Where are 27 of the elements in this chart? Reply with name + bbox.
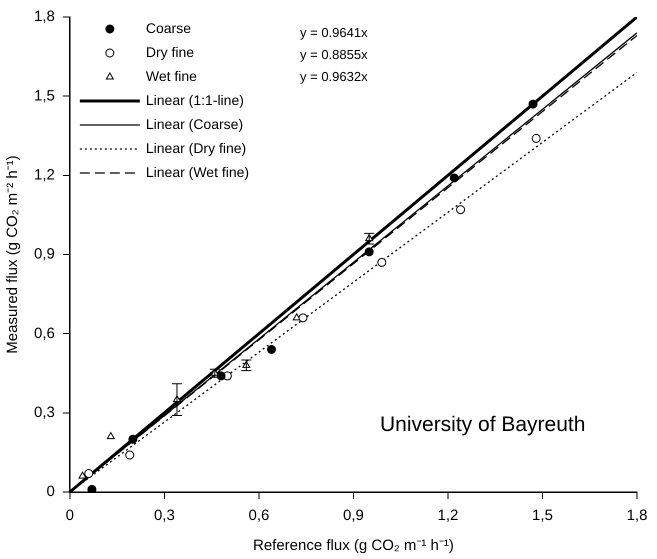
x-tick-label: 1,5 — [532, 507, 553, 524]
legend-label: Dry fine — [146, 44, 194, 60]
y-tick-label: 0,9 — [34, 246, 55, 263]
annotation: y = 0.9641x — [300, 24, 368, 42]
y-tick-label: 0 — [46, 483, 55, 500]
y-tick-label: 1,2 — [34, 166, 55, 184]
legend-label: Coarse — [146, 20, 192, 36]
y-tick-label: 0,6 — [34, 324, 55, 342]
y-tick-label: 1,8 — [34, 8, 55, 26]
annotation: y = 0.8855x — [300, 46, 368, 64]
y-axis-title: Measured flux (g CO₂ m⁻² h⁻¹) — [4, 155, 22, 354]
annotation: y = 0.9632x — [300, 68, 368, 86]
y-tick-label: 1,5 — [34, 87, 55, 104]
x-tick-label: 0,9 — [342, 507, 364, 524]
legend-label: Linear (Coarse) — [146, 116, 244, 132]
legend-label: Wet fine — [146, 68, 198, 84]
x-tick-label: 0,6 — [248, 507, 270, 524]
x-tick-label: 1,2 — [438, 507, 458, 524]
x-tick-label: 0,3 — [154, 507, 175, 524]
legend-label: Linear (Dry fine) — [146, 140, 246, 156]
legend-label: Linear (Wet fine) — [146, 164, 250, 180]
x-tick-label: 0 — [66, 507, 74, 524]
legend-label: Linear (1:1-line) — [146, 92, 244, 108]
y-tick-label: 0,3 — [34, 404, 55, 421]
annotation: University of Bayreuth — [380, 413, 586, 437]
x-tick-label: 1,8 — [626, 507, 648, 524]
x-axis-title: Reference flux (g CO₂ m⁻¹ h⁻¹) — [252, 537, 454, 554]
